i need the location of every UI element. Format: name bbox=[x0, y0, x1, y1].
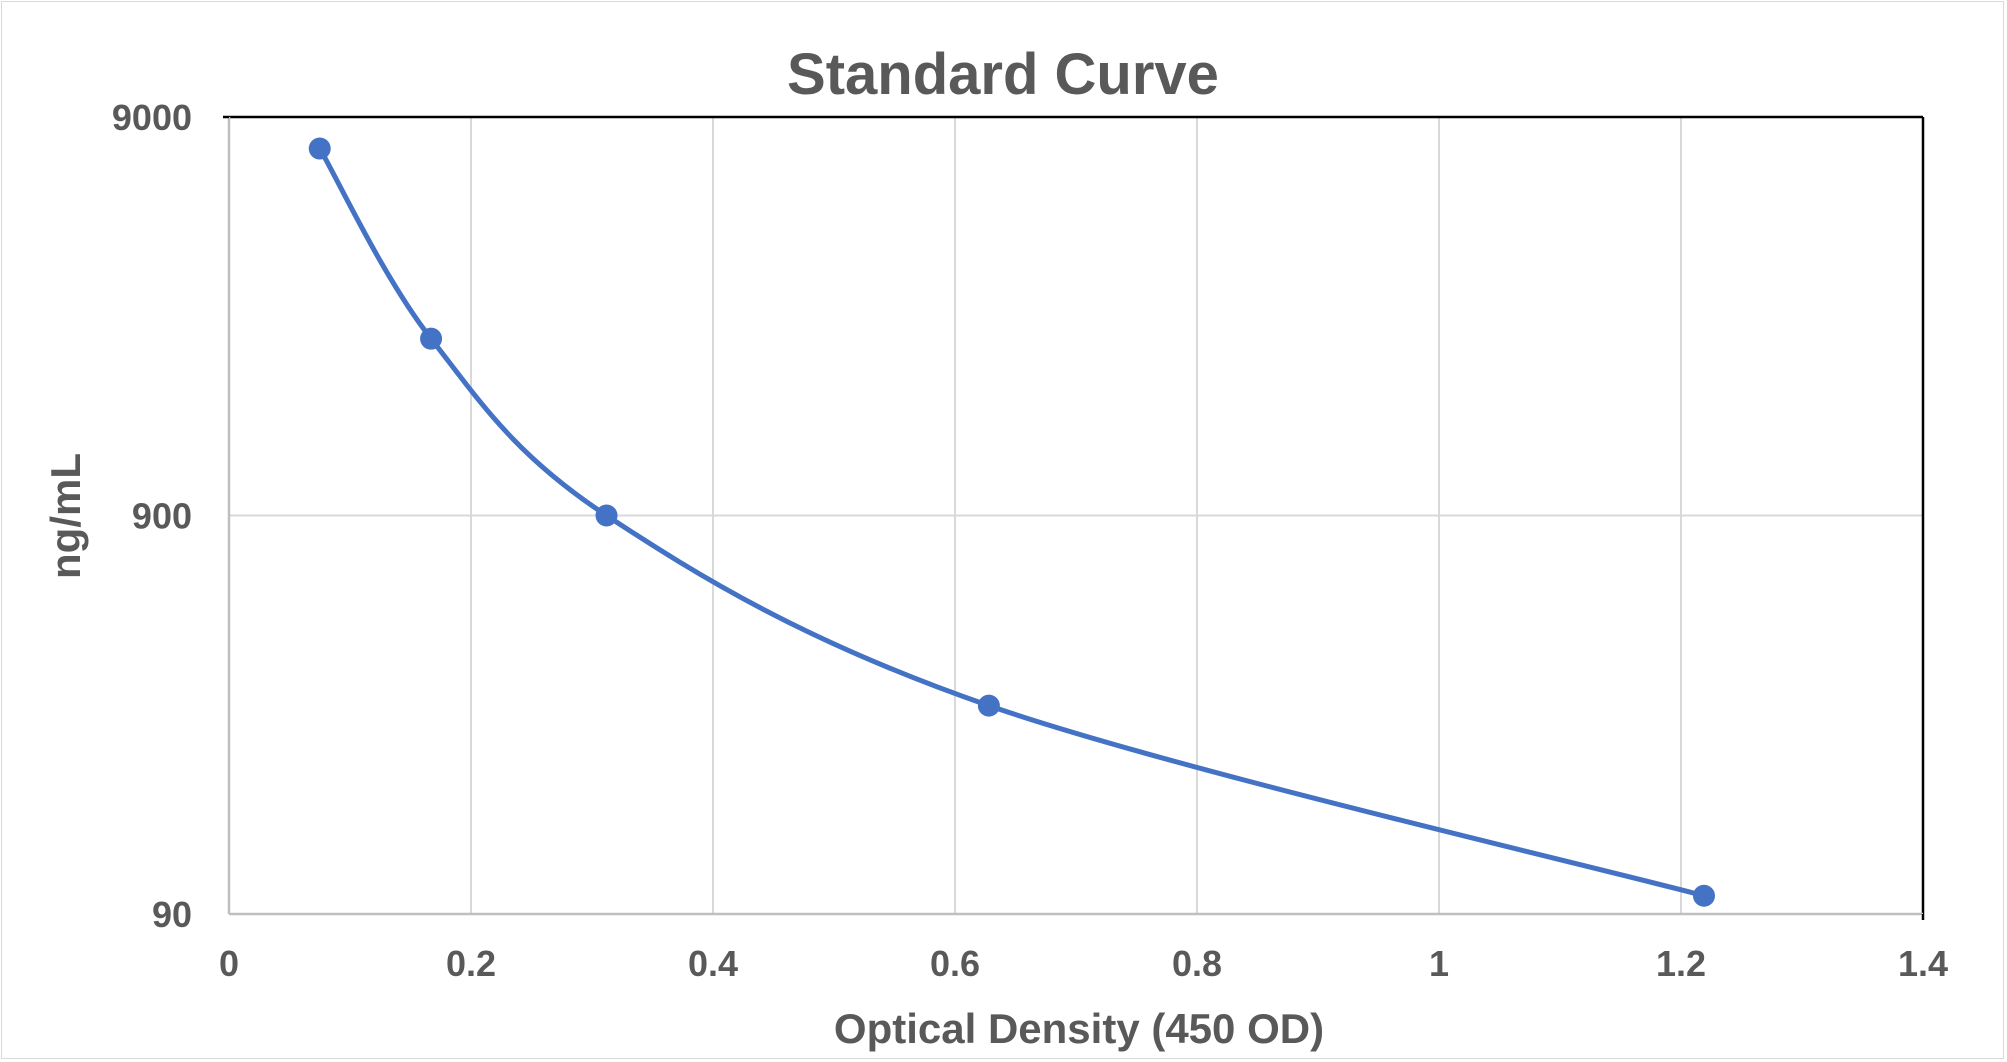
data-point bbox=[420, 327, 443, 350]
data-points bbox=[308, 137, 1715, 907]
y-tick-label: 900 bbox=[132, 496, 192, 537]
data-point bbox=[977, 694, 1000, 717]
y-tick-label: 90 bbox=[152, 894, 192, 935]
x-tick-label: 0.8 bbox=[1172, 943, 1222, 984]
x-tick-labels: 0 0.2 0.4 0.6 0.8 1 1.2 1.4 bbox=[219, 943, 1948, 984]
data-point bbox=[308, 137, 331, 160]
x-tick-label: 0.6 bbox=[930, 943, 980, 984]
x-tick-label: 1 bbox=[1429, 943, 1449, 984]
y-axis-label: ng/mL bbox=[42, 453, 89, 579]
y-tick-labels: 90 900 9000 bbox=[112, 97, 192, 935]
series-line bbox=[317, 147, 1705, 899]
x-tick-label: 0.4 bbox=[688, 943, 738, 984]
x-tick-label: 0.2 bbox=[446, 943, 496, 984]
x-tick-label: 0 bbox=[219, 943, 239, 984]
chart-title: Standard Curve bbox=[787, 42, 1219, 107]
gridlines bbox=[229, 117, 1923, 914]
x-axis-label: Optical Density (450 OD) bbox=[834, 1005, 1324, 1052]
x-tick-label: 1.2 bbox=[1656, 943, 1706, 984]
y-tick-label: 9000 bbox=[112, 97, 192, 138]
axes bbox=[223, 115, 1925, 920]
data-point bbox=[595, 504, 618, 527]
x-tick-label: 1.4 bbox=[1898, 943, 1948, 984]
data-point bbox=[1692, 884, 1715, 907]
